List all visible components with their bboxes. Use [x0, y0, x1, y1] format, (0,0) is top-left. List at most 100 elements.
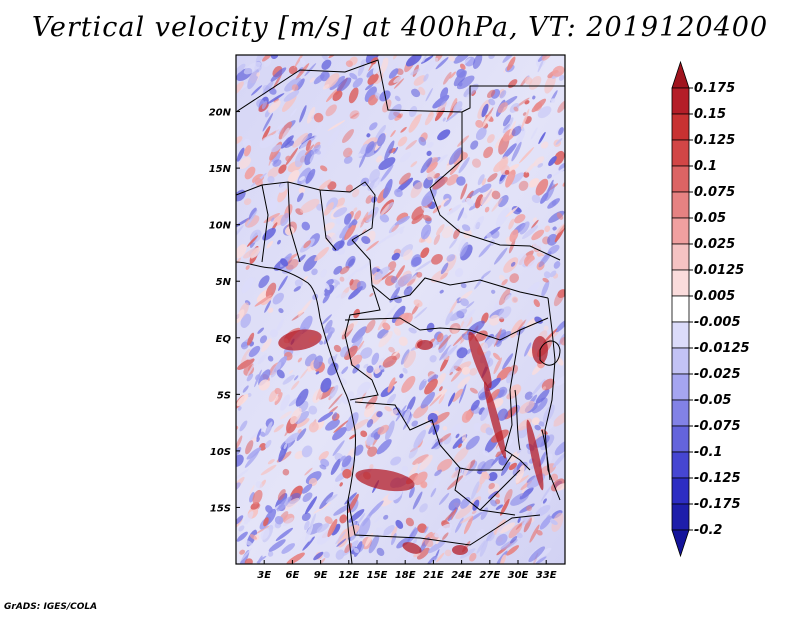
field-blob — [448, 147, 463, 165]
field-blob — [439, 386, 443, 392]
field-blob — [401, 375, 416, 393]
field-blob — [436, 552, 445, 563]
field-blob — [247, 68, 259, 90]
field-blob — [556, 483, 565, 491]
field-blob — [449, 71, 457, 79]
field-blob — [335, 291, 346, 299]
field-blob — [246, 447, 262, 460]
field-blob — [461, 366, 471, 375]
field-blob — [316, 203, 324, 211]
field-blob — [466, 320, 485, 336]
field-blob — [408, 327, 417, 334]
field-blob — [498, 288, 511, 306]
field-blob — [395, 404, 407, 422]
field-blob — [531, 379, 546, 397]
field-blob — [308, 537, 312, 542]
colorbar-label: 0.15 — [694, 107, 726, 122]
field-blob — [292, 132, 309, 148]
field-blob — [295, 418, 310, 428]
field-blob — [511, 206, 521, 215]
colorbar-label: -0.005 — [694, 315, 741, 330]
field-blob — [458, 443, 462, 448]
field-blob — [450, 368, 463, 382]
field-blob — [291, 84, 299, 91]
field-blob — [301, 483, 313, 494]
field-blob — [377, 133, 386, 147]
field-blob — [400, 126, 407, 133]
field-blob — [378, 331, 393, 348]
lon-tick-label: 33E — [536, 570, 557, 581]
field-blob — [286, 552, 305, 564]
field-blob — [410, 181, 423, 199]
field-blob — [285, 155, 292, 162]
field-blob — [471, 158, 482, 168]
field-blob — [445, 311, 453, 326]
field-blob — [427, 540, 446, 554]
field-blob — [480, 458, 495, 473]
field-blob — [283, 443, 288, 450]
field-streak — [417, 340, 433, 350]
field-blob — [420, 157, 433, 174]
field-blob — [411, 213, 424, 225]
field-blob — [410, 161, 418, 168]
field-blob — [309, 147, 327, 164]
field-blob — [319, 165, 328, 172]
field-blob — [424, 378, 438, 395]
field-blob — [458, 238, 466, 252]
field-blob — [268, 539, 286, 552]
field-blob — [239, 549, 246, 555]
field-blob — [236, 309, 245, 324]
field-blob — [296, 192, 304, 203]
field-blob — [406, 278, 416, 286]
field-blob — [393, 78, 405, 89]
field-blob — [418, 379, 427, 391]
field-blob — [538, 131, 546, 145]
field-blob — [495, 504, 504, 510]
field-blob — [259, 335, 268, 344]
field-blob — [268, 100, 281, 113]
field-blob — [540, 141, 549, 149]
field-blob — [248, 345, 261, 358]
field-blob — [456, 68, 466, 78]
field-blob — [529, 524, 540, 543]
field-blob — [488, 472, 498, 482]
field-blob — [333, 503, 352, 516]
field-blob — [304, 524, 314, 542]
field-blob — [351, 326, 367, 344]
field-blob — [420, 247, 430, 259]
field-blob — [542, 386, 547, 391]
field-blob — [432, 176, 448, 190]
field-blob — [247, 393, 252, 397]
field-blob — [367, 446, 378, 457]
field-blob — [481, 270, 491, 279]
field-blob — [463, 83, 479, 98]
field-blob — [382, 355, 397, 368]
field-blob — [449, 237, 458, 249]
field-blob — [313, 355, 323, 369]
field-blob — [420, 391, 436, 409]
colorbar-swatch — [671, 243, 690, 271]
field-blob — [504, 294, 512, 304]
field-blob — [486, 134, 495, 144]
field-blob — [491, 289, 496, 294]
field-blob — [360, 211, 369, 228]
field-blob — [470, 399, 480, 411]
grads-credit: GrADS: IGES/COLA — [4, 602, 98, 612]
field-blob — [351, 419, 369, 431]
field-blob — [293, 286, 301, 292]
field-blob — [385, 420, 395, 441]
field-blob — [327, 120, 346, 131]
field-blob — [263, 517, 269, 527]
field-blob — [547, 233, 558, 246]
field-blob — [360, 430, 368, 438]
field-blob — [322, 84, 330, 90]
field-blob — [531, 397, 548, 414]
field-blob — [352, 77, 363, 88]
field-blob — [492, 352, 501, 361]
field-blob — [324, 282, 330, 291]
field-blob — [533, 156, 545, 167]
field-blob — [504, 169, 510, 175]
field-blob — [276, 369, 285, 379]
field-blob — [439, 391, 453, 409]
field-blob — [549, 270, 557, 278]
